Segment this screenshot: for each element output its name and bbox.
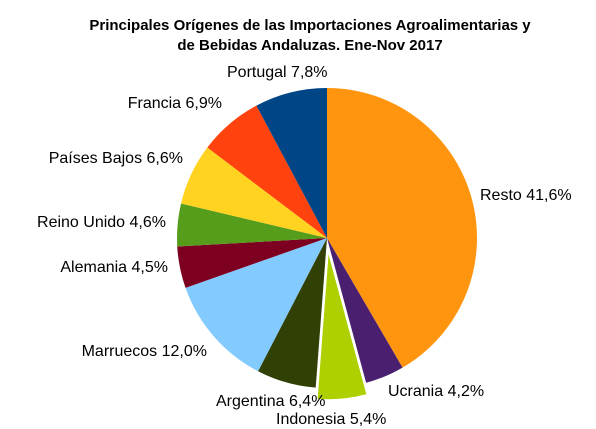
category-name: Marruecos xyxy=(82,343,158,360)
value-label: 6,6% xyxy=(147,150,183,167)
chart-title: Principales Orígenes de las Importacione… xyxy=(89,17,531,34)
value-label: 4,6% xyxy=(130,214,166,231)
pie-slice xyxy=(258,238,327,388)
pie-slice xyxy=(327,88,478,368)
slice-label: Marruecos 12,0% xyxy=(82,343,207,360)
value-label: 6,9% xyxy=(186,95,222,112)
category-name: Reino Unido xyxy=(37,214,125,231)
slice-label: Reino Unido 4,6% xyxy=(37,214,166,231)
value-label: 4,2% xyxy=(448,383,484,400)
pie-slice xyxy=(327,238,403,383)
pie-slice xyxy=(316,249,369,401)
category-name: Portugal xyxy=(227,64,287,81)
value-label: 5,4% xyxy=(350,411,386,428)
category-name: Resto xyxy=(480,187,522,204)
pie-slice xyxy=(256,88,327,238)
category-name: Indonesia xyxy=(276,411,345,428)
slice-label: Indonesia 5,4% xyxy=(276,411,386,428)
slice-label: Argentina 6,4% xyxy=(216,393,325,410)
value-label: 12,0% xyxy=(162,343,207,360)
category-name: Ucrania xyxy=(388,383,443,400)
slice-label: Países Bajos 6,6% xyxy=(49,150,183,167)
chart-title: de Bebidas Andaluzas. Ene-Nov 2017 xyxy=(177,37,442,54)
value-label: 7,8% xyxy=(291,64,327,81)
pie-slice xyxy=(207,105,327,239)
category-name: Argentina xyxy=(216,393,285,410)
slice-label: Portugal 7,8% xyxy=(227,64,328,81)
category-name: Alemania xyxy=(60,259,127,276)
slice-label: Francia 6,9% xyxy=(128,95,222,112)
value-label: 4,5% xyxy=(132,259,168,276)
pie-slice xyxy=(185,238,327,372)
value-label: 41,6% xyxy=(526,187,571,204)
pie-slice xyxy=(181,147,327,238)
pie-slice xyxy=(176,203,327,247)
slice-label: Resto 41,6% xyxy=(480,187,572,204)
category-name: Francia xyxy=(128,95,181,112)
category-name: Países Bajos xyxy=(49,150,142,167)
pie-slice xyxy=(177,238,327,288)
slice-label: Ucrania 4,2% xyxy=(388,383,484,400)
value-label: 6,4% xyxy=(289,393,325,410)
slice-label: Alemania 4,5% xyxy=(60,259,168,276)
